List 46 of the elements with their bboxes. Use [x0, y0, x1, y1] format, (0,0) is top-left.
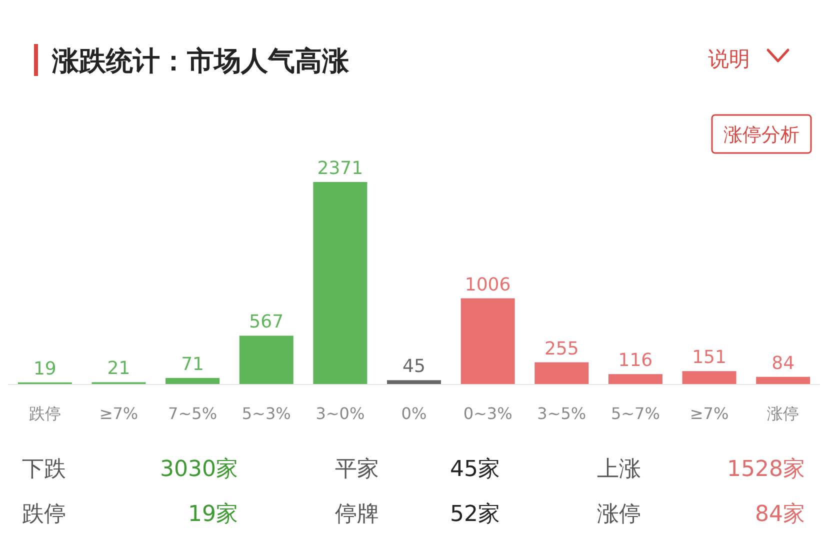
- x-tick-label: 0~3%: [463, 404, 512, 423]
- text: 下跌: [22, 457, 66, 482]
- x-tick-label: 跌停: [28, 404, 61, 423]
- bar: [387, 380, 441, 384]
- data-label: 116: [618, 350, 653, 372]
- text: 19家: [188, 502, 238, 527]
- data-label: 19: [33, 358, 56, 380]
- text: 涨停: [597, 502, 641, 527]
- text: 3030家: [160, 457, 238, 482]
- x-tick-label: 7~5%: [168, 404, 218, 423]
- x-tick-label: ≥7%: [99, 404, 138, 423]
- text: 1528家: [727, 457, 805, 482]
- text: 45家: [450, 457, 500, 482]
- bar: [756, 376, 810, 384]
- x-tick-label: 5~3%: [242, 404, 291, 423]
- bar: [682, 371, 736, 384]
- x-tick-label: 涨停: [767, 404, 800, 423]
- text: 停牌: [335, 502, 379, 527]
- bar: [239, 336, 294, 384]
- data-label: 2371: [317, 158, 364, 179]
- text: 跌停: [22, 502, 66, 527]
- data-label: 21: [107, 358, 130, 380]
- text: 说明: [708, 47, 750, 71]
- text: 52家: [450, 502, 500, 527]
- text: 84家: [755, 502, 805, 527]
- text: 上涨: [597, 457, 641, 482]
- bar: [608, 374, 662, 384]
- x-tick-label: 3~5%: [537, 404, 586, 423]
- text: 涨停分析: [724, 124, 800, 146]
- bar: [460, 298, 515, 384]
- bar: [313, 182, 368, 384]
- x-tick-label: ≥7%: [690, 404, 729, 423]
- data-label: 255: [544, 338, 579, 360]
- data-label: 84: [772, 352, 795, 374]
- x-tick-label: 0%: [401, 404, 427, 423]
- data-label: 71: [181, 354, 204, 375]
- bar: [534, 362, 589, 384]
- data-label: 1006: [464, 274, 511, 296]
- data-label: 151: [692, 347, 726, 368]
- x-tick-label: 5~7%: [610, 404, 660, 423]
- data-label: 567: [249, 312, 284, 333]
- data-label: 45: [402, 356, 426, 378]
- chart-title: 涨跌统计：市场人气高涨: [51, 46, 350, 77]
- x-tick-label: 3~0%: [316, 404, 365, 423]
- bar: [166, 378, 220, 384]
- text: 平家: [335, 457, 379, 482]
